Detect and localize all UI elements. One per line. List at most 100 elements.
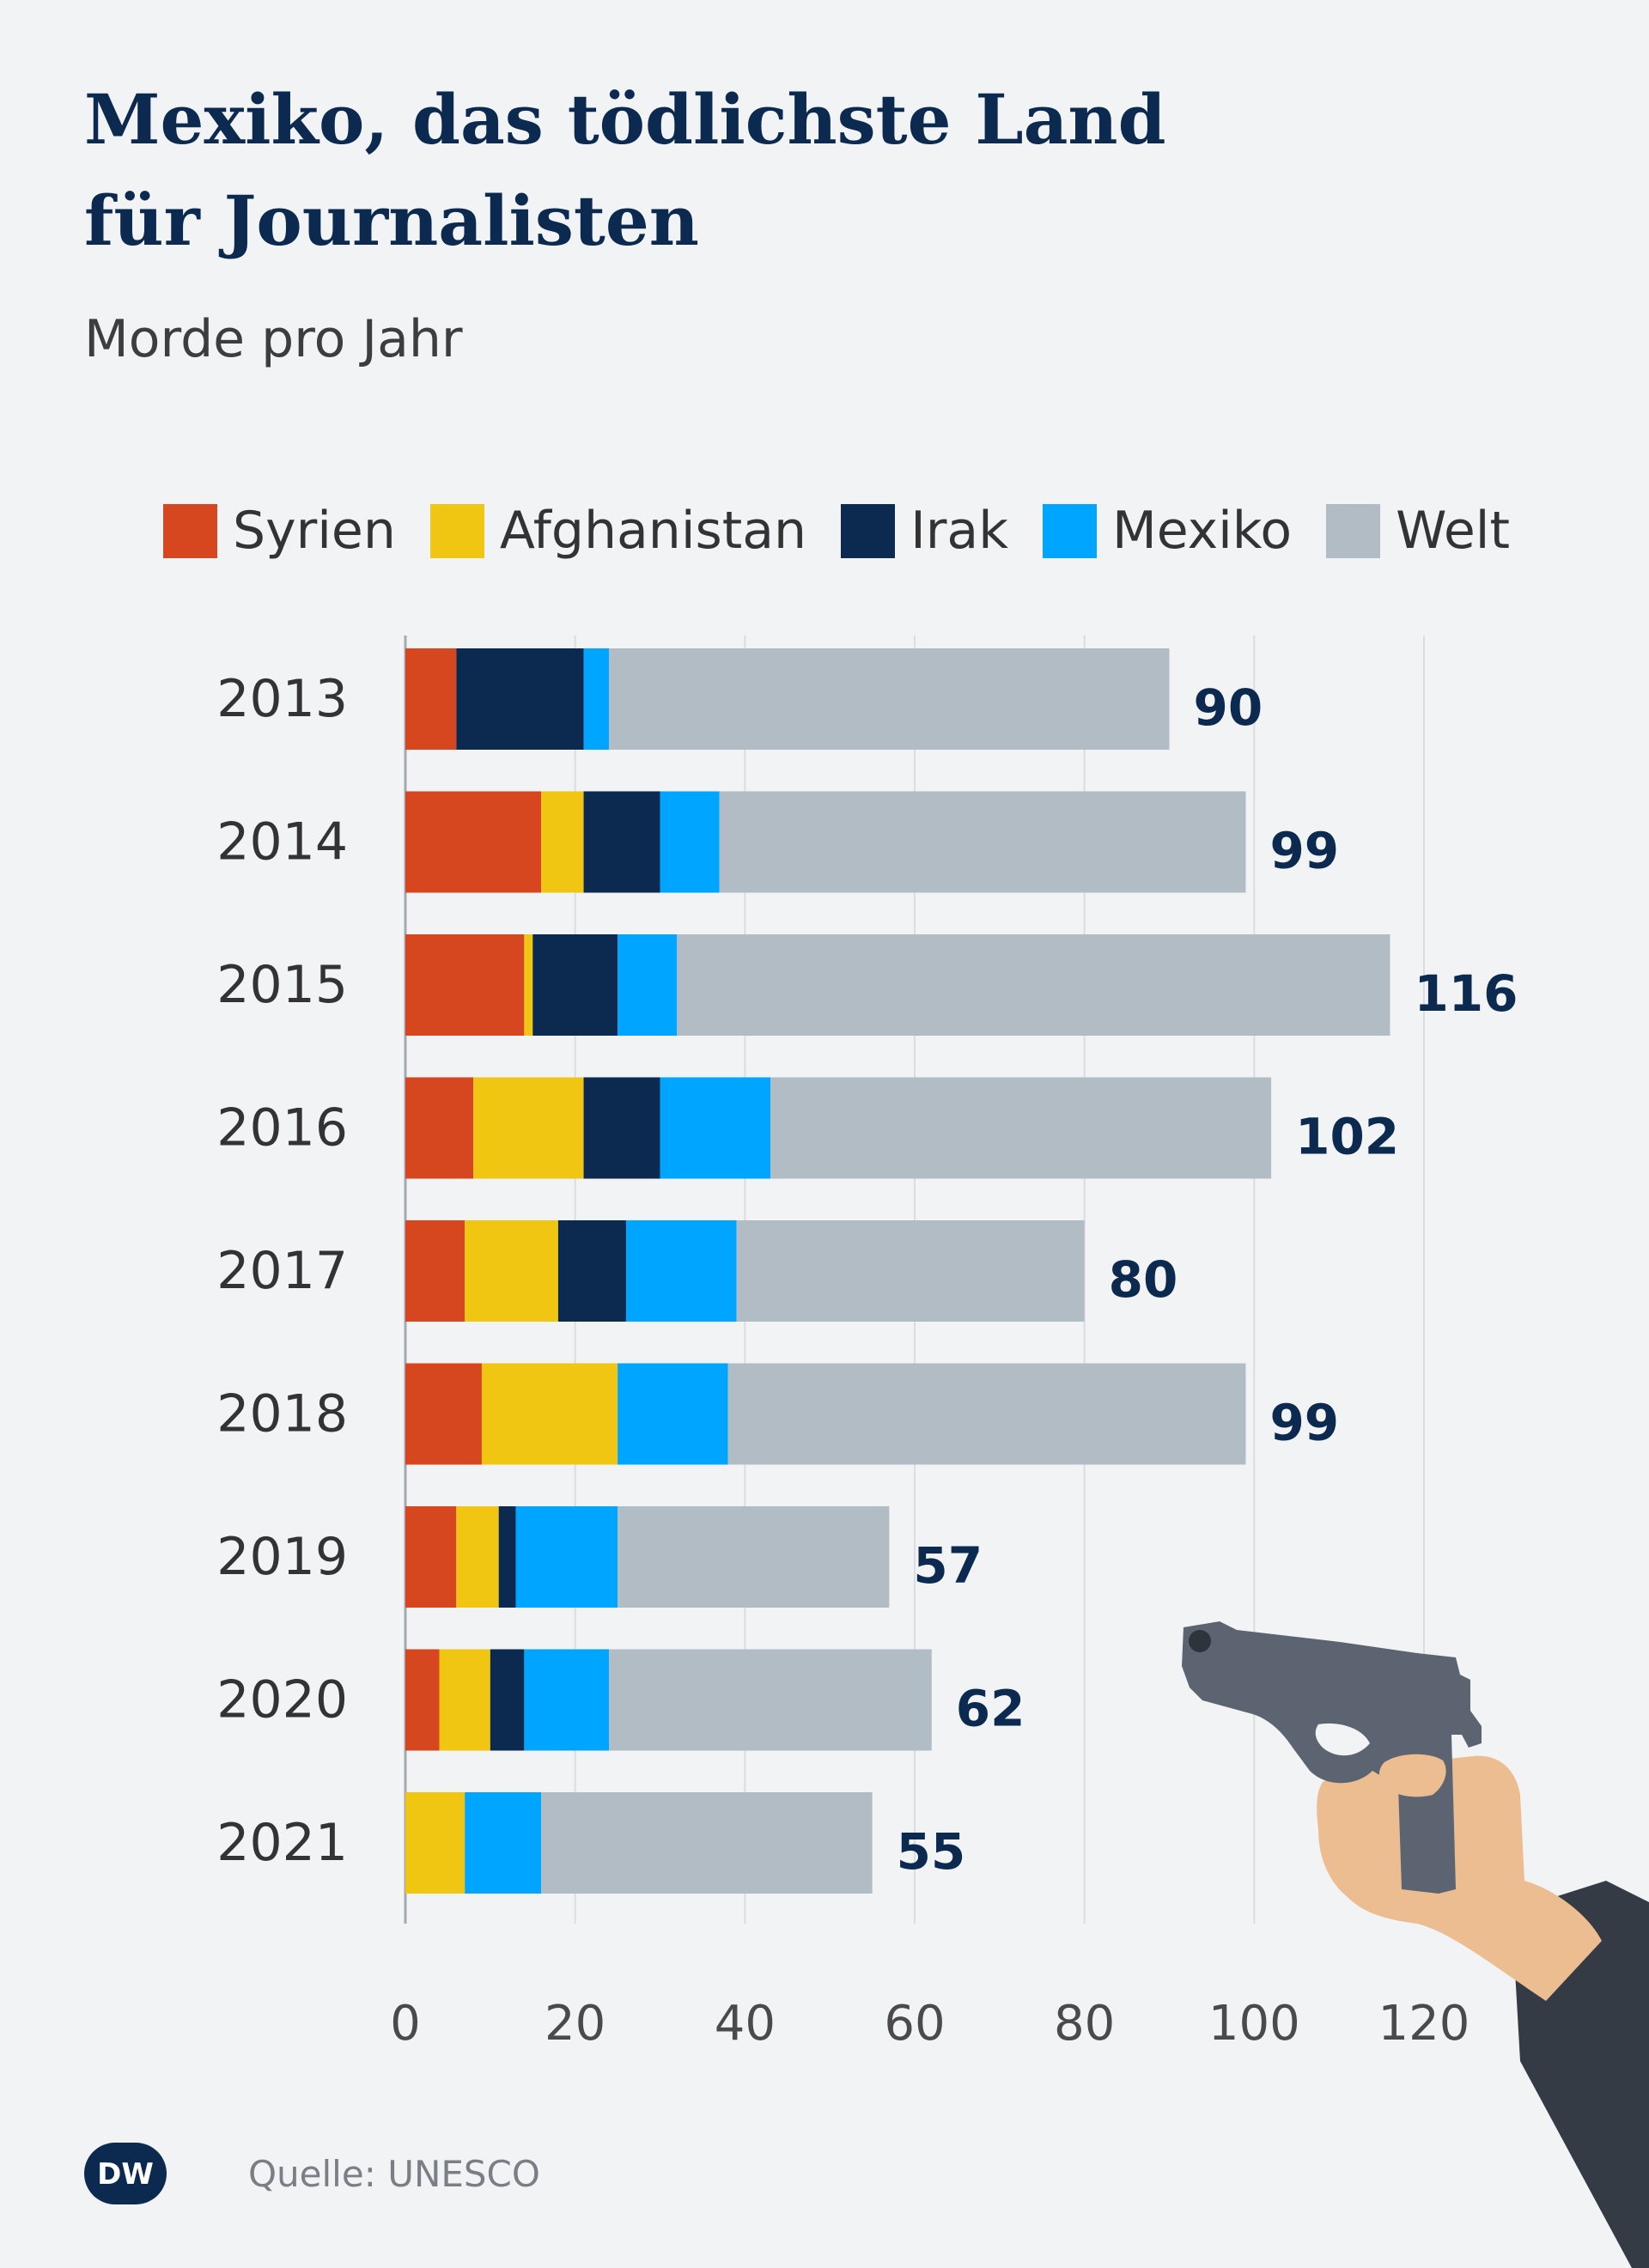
y-category-label: 2021 bbox=[216, 1813, 348, 1873]
pistol-hammer bbox=[1189, 1630, 1211, 1652]
bar-segment-irak bbox=[583, 1077, 660, 1179]
chart-legend: Syrien Afghanistan Irak Mexiko Welt bbox=[163, 496, 1544, 565]
legend-label-welt: Welt bbox=[1396, 501, 1510, 561]
bar-segment-syrien bbox=[405, 791, 542, 893]
legend-label-mexiko: Mexiko bbox=[1111, 501, 1293, 561]
bar-segment-afghanistan bbox=[541, 791, 584, 893]
x-tick-label: 20 bbox=[545, 1996, 605, 2052]
y-category-label: 2017 bbox=[216, 1241, 348, 1301]
x-tick-label: 100 bbox=[1208, 1996, 1300, 2052]
bar-segment-syrien bbox=[405, 934, 525, 1036]
total-value-label: 102 bbox=[1295, 1108, 1399, 1166]
legend-item-mexiko: Mexiko bbox=[1042, 496, 1293, 565]
bar-segment-welt bbox=[736, 1220, 1085, 1322]
source-note: Quelle: UNESCO bbox=[248, 2152, 540, 2195]
chart-title-line-2: für Journalisten bbox=[84, 180, 699, 261]
labels: 0 20 40 60 80 100 120 2013 90 2014 99 2015 116 2016 10… bbox=[216, 669, 1518, 2052]
dw-logo-mark: DW bbox=[97, 2157, 154, 2192]
bar-segment-mexiko bbox=[583, 648, 610, 750]
y-category-label: 2015 bbox=[216, 955, 348, 1015]
legend-item-irak: Irak bbox=[841, 496, 1008, 565]
bar-segment-mexiko bbox=[515, 1506, 618, 1608]
bar-segment-irak bbox=[532, 934, 618, 1036]
x-tick-label: 0 bbox=[390, 1996, 421, 2052]
bar-segment-mexiko bbox=[660, 1077, 770, 1179]
bar-segment-mexiko bbox=[660, 791, 720, 893]
total-value-label: 62 bbox=[956, 1680, 1025, 1738]
bar-segment-irak bbox=[583, 791, 660, 893]
bar-segment-irak bbox=[490, 1649, 525, 1751]
bar-segment-syrien bbox=[405, 1649, 440, 1751]
chart-title: Mexiko, das tödlichste Land für Journali… bbox=[84, 69, 1372, 271]
bar-segment-welt bbox=[618, 1506, 890, 1608]
legend-swatch-afghanistan bbox=[429, 503, 484, 558]
dw-logo: DW bbox=[84, 2143, 167, 2204]
legend-swatch-syrien bbox=[163, 503, 217, 558]
hand-shape bbox=[1317, 1755, 1602, 2001]
bar-segment-welt bbox=[541, 1792, 873, 1894]
footer: DW Quelle: UNESCO bbox=[84, 2143, 540, 2204]
bar-segment-welt bbox=[609, 1649, 932, 1751]
legend-label-irak: Irak bbox=[910, 501, 1008, 561]
y-category-label: 2020 bbox=[216, 1670, 348, 1730]
bar-segment-afghanistan bbox=[524, 934, 533, 1036]
thumb-shape bbox=[1378, 1754, 1446, 1797]
bar-segment-afghanistan bbox=[465, 1220, 558, 1322]
x-tick-label: 60 bbox=[884, 1996, 945, 2052]
total-value-label: 99 bbox=[1269, 822, 1339, 880]
x-tick-label: 80 bbox=[1054, 1996, 1115, 2052]
bar-segment-irak bbox=[557, 1220, 626, 1322]
total-value-label: 55 bbox=[897, 1822, 966, 1881]
pistol-shape bbox=[1182, 1621, 1482, 1894]
bar-segment-afghanistan bbox=[481, 1363, 618, 1465]
bar-segment-syrien bbox=[405, 648, 457, 750]
chart-subtitle: Morde pro Jahr bbox=[84, 309, 463, 369]
bar-segment-welt bbox=[727, 1363, 1246, 1465]
legend-label-afghanistan: Afghanistan bbox=[499, 501, 807, 561]
legend-swatch-welt bbox=[1326, 503, 1381, 558]
bar-segment-irak bbox=[456, 648, 584, 750]
legend-item-syrien: Syrien bbox=[163, 496, 396, 565]
total-value-label: 116 bbox=[1414, 964, 1518, 1023]
total-value-label: 99 bbox=[1269, 1394, 1339, 1452]
total-value-label: 80 bbox=[1109, 1250, 1178, 1309]
bar-segment-syrien bbox=[405, 1506, 457, 1608]
bar-segment-mexiko bbox=[465, 1792, 542, 1894]
total-value-label: 90 bbox=[1194, 678, 1263, 737]
y-category-label: 2013 bbox=[216, 669, 348, 729]
trigger-guard-hole bbox=[1315, 1723, 1370, 1756]
y-category-label: 2016 bbox=[216, 1098, 348, 1158]
legend-item-afghanistan: Afghanistan bbox=[429, 496, 807, 565]
bars bbox=[405, 648, 1390, 1894]
y-category-label: 2018 bbox=[216, 1384, 348, 1444]
bar-segment-welt bbox=[719, 791, 1246, 893]
bar-segment-syrien bbox=[405, 1077, 474, 1179]
x-tick-label: 40 bbox=[715, 1996, 776, 2052]
bar-segment-afghanistan bbox=[473, 1077, 584, 1179]
bar-segment-afghanistan bbox=[405, 1792, 465, 1894]
bar-segment-syrien bbox=[405, 1220, 465, 1322]
y-category-label: 2019 bbox=[216, 1527, 348, 1587]
bar-segment-afghanistan bbox=[456, 1506, 499, 1608]
bar-segment-syrien bbox=[405, 1363, 482, 1465]
dw-logo-text: DW bbox=[97, 2157, 154, 2192]
bar-segment-mexiko bbox=[618, 934, 678, 1036]
y-category-label: 2014 bbox=[216, 812, 348, 873]
legend-item-welt: Welt bbox=[1326, 496, 1510, 565]
bar-segment-afghanistan bbox=[439, 1649, 490, 1751]
legend-swatch-mexiko bbox=[1042, 503, 1097, 558]
bar-segment-welt bbox=[677, 934, 1390, 1036]
hand-holding-pistol-illustration bbox=[1182, 1621, 1649, 2268]
bar-segment-welt bbox=[770, 1077, 1272, 1179]
bar-segment-mexiko bbox=[618, 1363, 728, 1465]
bar-segment-mexiko bbox=[524, 1649, 610, 1751]
legend-label-syrien: Syrien bbox=[233, 501, 396, 561]
bar-segment-welt bbox=[609, 648, 1170, 750]
legend-swatch-irak bbox=[841, 503, 896, 558]
total-value-label: 57 bbox=[913, 1536, 983, 1595]
bar-segment-mexiko bbox=[625, 1220, 737, 1322]
x-tick-label: 120 bbox=[1378, 1996, 1470, 2052]
bar-segment-irak bbox=[498, 1506, 516, 1608]
chart-title-line-1: Mexiko, das tödlichste Land bbox=[84, 79, 1166, 160]
